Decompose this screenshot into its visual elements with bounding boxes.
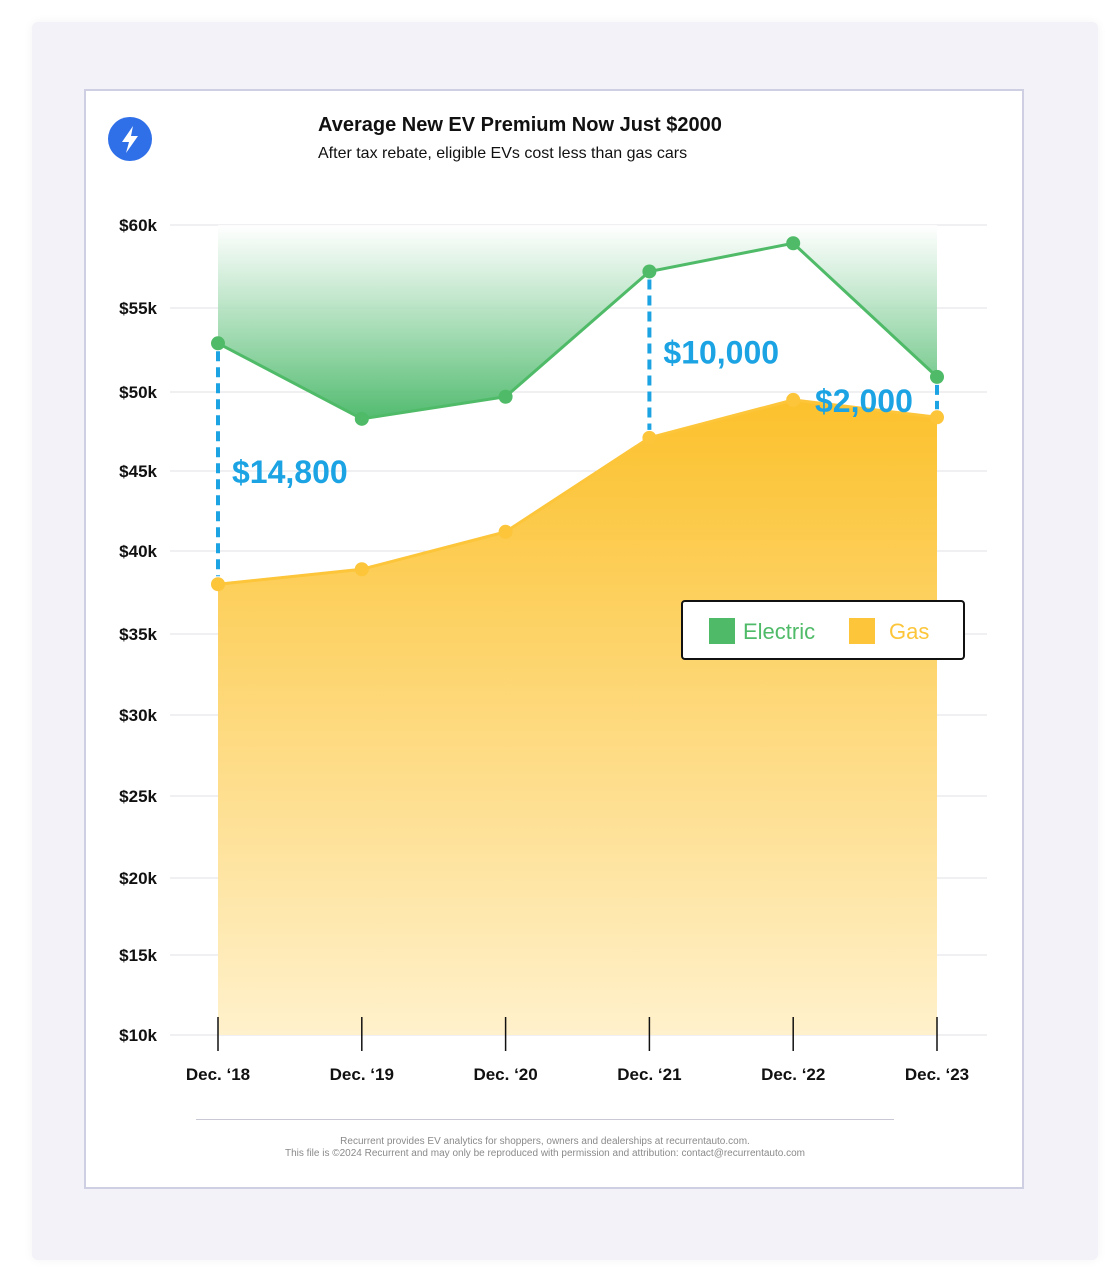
gas-point [786,392,801,407]
y-tick-label: $25k [119,787,157,806]
footer-line-2: This file is ©2024 Recurrent and may onl… [285,1148,805,1159]
y-tick-label: $55k [119,299,157,318]
y-tick-label: $30k [119,706,157,725]
y-tick-label: $45k [119,462,157,481]
gas-area [218,399,937,1035]
electric-point [354,411,369,426]
legend-label-electric: Electric [743,619,816,644]
legend-swatch-gas [849,618,875,644]
premium-label: $2,000 [815,383,913,419]
legend-swatch-electric [709,618,735,644]
electric-point [211,336,225,351]
x-tick-label: Dec. ‘21 [617,1065,681,1084]
electric-point [642,264,657,279]
premium-label: $10,000 [663,335,779,371]
y-tick-label: $40k [119,542,157,561]
chart-subtitle: After tax rebate, eligible EVs cost less… [318,145,688,162]
legend: Electric Gas [681,600,965,660]
y-tick-label: $15k [119,946,157,965]
electric-area [218,225,937,419]
x-tick-label: Dec. ‘23 [905,1065,969,1084]
x-tick-label: Dec. ‘20 [473,1065,537,1084]
electric-point [786,236,801,251]
gas-point [498,524,513,539]
gas-point [354,562,369,577]
y-tick-label: $35k [119,625,157,644]
y-tick-label: $20k [119,869,157,888]
gas-point [930,410,944,425]
logo-icon [108,117,152,161]
y-tick-label: $60k [119,216,157,235]
gas-point [642,430,657,445]
chart-title: Average New EV Premium Now Just $2000 [318,114,722,136]
premium-label: $14,800 [232,454,348,490]
footer-divider [196,1119,894,1120]
x-tick-label: Dec. ‘18 [186,1065,250,1084]
electric-point [930,369,944,384]
x-tick-label: Dec. ‘19 [330,1065,394,1084]
gas-line [217,398,938,586]
legend-label-gas: Gas [889,619,930,644]
y-tick-label: $50k [119,383,157,402]
gas-point [211,577,225,592]
electric-line [217,241,939,421]
footer-line-1: Recurrent provides EV analytics for shop… [340,1136,750,1147]
y-tick-label: $10k [119,1026,157,1045]
x-tick-label: Dec. ‘22 [761,1065,825,1084]
electric-point [498,389,513,404]
